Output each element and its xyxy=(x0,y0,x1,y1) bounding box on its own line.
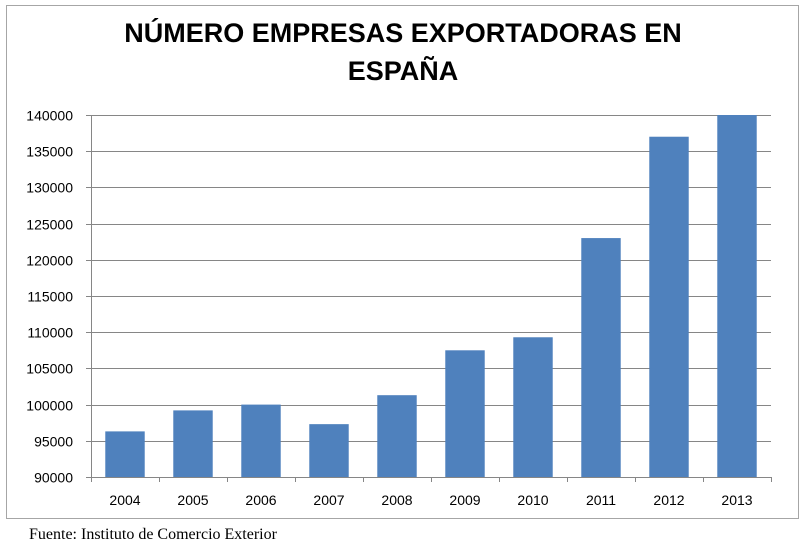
chart-title: NÚMERO EMPRESAS EXPORTADORAS EN ESPAÑA xyxy=(0,14,806,90)
bar-2010 xyxy=(513,337,553,477)
x-tick-label: 2009 xyxy=(449,492,480,508)
x-tick-label: 2007 xyxy=(313,492,344,508)
axes xyxy=(86,115,772,482)
x-tick-label: 2010 xyxy=(517,492,548,508)
y-tick-label: 130000 xyxy=(26,180,73,196)
x-tick-label: 2013 xyxy=(721,492,752,508)
bar-2007 xyxy=(309,424,349,477)
bar-2012 xyxy=(649,136,689,477)
y-tick-label: 115000 xyxy=(27,289,73,305)
bar-2005 xyxy=(173,410,213,477)
source-note: Fuente: Instituto de Comercio Exterior xyxy=(29,526,277,543)
y-tick-label: 95000 xyxy=(34,434,73,450)
bar-2013 xyxy=(717,115,757,477)
y-tick-label: 140000 xyxy=(26,108,73,124)
y-tick-label: 125000 xyxy=(26,217,73,233)
bar-2009 xyxy=(445,350,485,477)
bar-2008 xyxy=(377,395,417,477)
x-tick-label: 2005 xyxy=(177,492,208,508)
x-tick-label: 2011 xyxy=(586,492,616,508)
x-tick-label: 2004 xyxy=(109,492,140,508)
x-tick-label: 2008 xyxy=(381,492,412,508)
chart-title-line-1: NÚMERO EMPRESAS EXPORTADORAS EN xyxy=(124,18,682,48)
chart-title-line-2: ESPAÑA xyxy=(347,56,459,86)
x-tick-label: 2012 xyxy=(653,492,684,508)
x-tick-labels: 2004 2005 2006 2007 2008 2009 2010 2011 2012 2013 xyxy=(109,492,752,508)
bar-2006 xyxy=(241,404,281,477)
bar-2011 xyxy=(581,238,621,477)
y-tick-label: 90000 xyxy=(34,470,73,486)
y-tick-label: 120000 xyxy=(26,253,73,269)
y-tick-label: 105000 xyxy=(26,361,73,377)
bar-2004 xyxy=(105,431,145,477)
x-tick-label: 2006 xyxy=(245,492,276,508)
y-tick-label: 135000 xyxy=(26,144,73,160)
bars xyxy=(105,115,757,477)
y-tick-label: 100000 xyxy=(26,398,73,414)
y-tick-labels: 90000 95000 100000 105000 110000 115000 120000… xyxy=(26,108,73,486)
y-tick-label: 110000 xyxy=(27,325,73,341)
